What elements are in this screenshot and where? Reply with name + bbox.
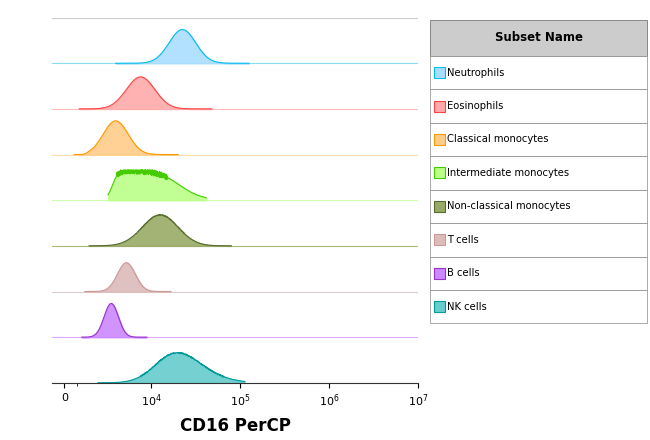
Text: Non-classical monocytes: Non-classical monocytes (447, 202, 571, 211)
Text: Classical monocytes: Classical monocytes (447, 135, 549, 144)
Text: B cells: B cells (447, 268, 480, 278)
Text: NK cells: NK cells (447, 302, 487, 312)
Text: Intermediate monocytes: Intermediate monocytes (447, 168, 569, 178)
Text: Neutrophils: Neutrophils (447, 68, 504, 77)
X-axis label: CD16 PerCP: CD16 PerCP (179, 418, 291, 436)
Text: Eosinophils: Eosinophils (447, 101, 504, 111)
Text: Subset Name: Subset Name (495, 31, 582, 44)
Text: T cells: T cells (447, 235, 479, 245)
